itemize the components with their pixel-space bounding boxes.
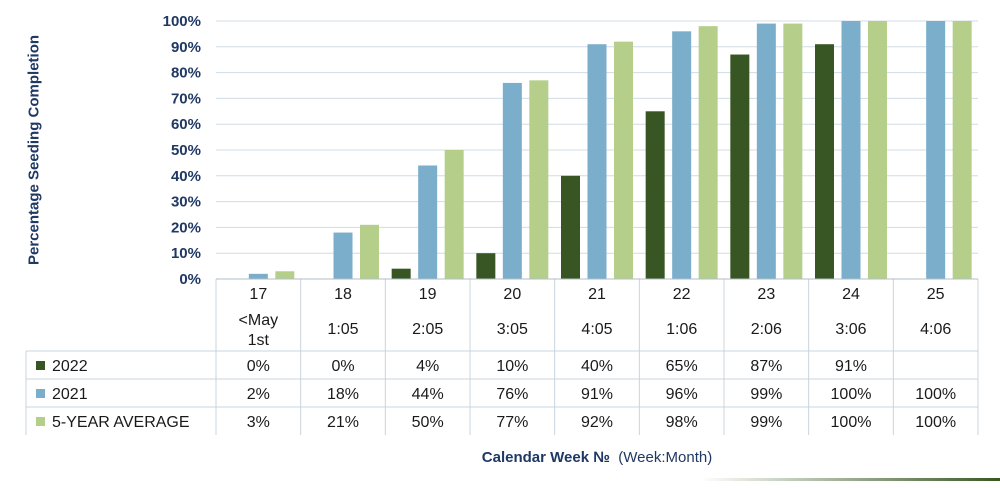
- bar: [391, 268, 411, 279]
- bar: [952, 21, 972, 279]
- week-month-label: 1st: [248, 332, 270, 349]
- week-month-label: <May: [239, 312, 279, 329]
- bar: [561, 175, 580, 279]
- data-label: 21%: [327, 414, 359, 431]
- week-month-label: 1:06: [666, 321, 697, 338]
- week-month-label: 2:05: [412, 321, 443, 338]
- y-tick-label: 10%: [171, 245, 201, 262]
- x-axis-label-sub: (Week:Month): [618, 449, 713, 466]
- x-tick-label: 20: [503, 286, 521, 303]
- bar: [614, 41, 633, 279]
- legend-label: 2022: [52, 358, 88, 375]
- data-label: 40%: [581, 358, 613, 375]
- y-tick-label: 0%: [179, 271, 201, 288]
- data-label: 2%: [247, 386, 270, 403]
- data-label: 96%: [666, 386, 698, 403]
- bar: [333, 232, 353, 279]
- bar: [756, 23, 776, 279]
- week-month-label: 4:05: [581, 321, 612, 338]
- y-tick-label: 30%: [171, 194, 201, 211]
- data-label: 98%: [666, 414, 698, 431]
- decorative-line: [700, 478, 1000, 481]
- x-tick-label: 17: [249, 286, 267, 303]
- y-axis-label: Percentage Seeding Completion: [25, 34, 43, 266]
- data-label: 0%: [331, 358, 354, 375]
- bar: [360, 224, 379, 279]
- legend-label: 5-YEAR AVERAGE: [52, 414, 190, 431]
- data-label: 100%: [915, 414, 956, 431]
- x-tick-label: 25: [927, 286, 945, 303]
- x-tick-label: 23: [757, 286, 775, 303]
- data-label: 65%: [666, 358, 698, 375]
- bar: [868, 21, 887, 279]
- data-label: 91%: [581, 386, 613, 403]
- bar: [783, 23, 803, 279]
- x-tick-label: 22: [673, 286, 691, 303]
- data-label: 10%: [496, 358, 528, 375]
- legend-swatch: [36, 389, 45, 398]
- bar: [275, 271, 295, 279]
- data-label: 4%: [416, 358, 439, 375]
- data-label: 77%: [496, 414, 528, 431]
- bar: [841, 21, 861, 279]
- bar: [444, 150, 464, 279]
- data-label: 91%: [835, 358, 867, 375]
- data-label: 0%: [247, 358, 270, 375]
- data-label: 100%: [831, 414, 872, 431]
- y-tick-label: 40%: [171, 168, 201, 185]
- bar: [476, 253, 496, 279]
- legend-label: 2021: [52, 386, 88, 403]
- week-month-label: 2:06: [751, 321, 782, 338]
- bar: [418, 165, 438, 279]
- y-tick-label: 100%: [163, 13, 201, 30]
- bar: [645, 111, 665, 279]
- y-tick-label: 80%: [171, 65, 201, 82]
- week-month-label: 3:05: [497, 321, 528, 338]
- bar: [672, 31, 692, 279]
- data-label: 18%: [327, 386, 359, 403]
- bar: [926, 21, 946, 279]
- y-tick-label: 50%: [171, 142, 201, 159]
- x-tick-label: 24: [842, 286, 860, 303]
- data-label: 87%: [750, 358, 782, 375]
- y-tick-label: 20%: [171, 219, 201, 236]
- data-label: 99%: [750, 414, 782, 431]
- week-month-label: 3:06: [835, 321, 866, 338]
- y-tick-label: 90%: [171, 39, 201, 56]
- week-month-label: 4:06: [920, 321, 951, 338]
- x-tick-label: 19: [419, 286, 437, 303]
- data-label: 76%: [496, 386, 528, 403]
- data-label: 92%: [581, 414, 613, 431]
- bar: [587, 44, 607, 279]
- x-tick-label: 18: [334, 286, 352, 303]
- bar: [502, 82, 522, 279]
- bar: [815, 44, 834, 279]
- y-tick-label: 60%: [171, 116, 201, 133]
- data-label: 100%: [831, 386, 872, 403]
- bar: [730, 54, 750, 279]
- bar: [698, 26, 718, 279]
- data-label: 100%: [915, 386, 956, 403]
- data-label: 3%: [247, 414, 270, 431]
- bar: [248, 273, 268, 279]
- legend-swatch: [36, 417, 45, 426]
- week-month-label: 1:05: [327, 321, 358, 338]
- x-tick-label: 21: [588, 286, 606, 303]
- data-label: 44%: [412, 386, 444, 403]
- legend-swatch: [36, 361, 45, 370]
- y-tick-label: 70%: [171, 90, 201, 107]
- x-axis-label: Calendar Week № (Week:Month): [482, 449, 712, 466]
- bar: [529, 80, 549, 279]
- data-label: 50%: [412, 414, 444, 431]
- x-axis-label-main: Calendar Week №: [481, 449, 610, 466]
- data-label: 99%: [750, 386, 782, 403]
